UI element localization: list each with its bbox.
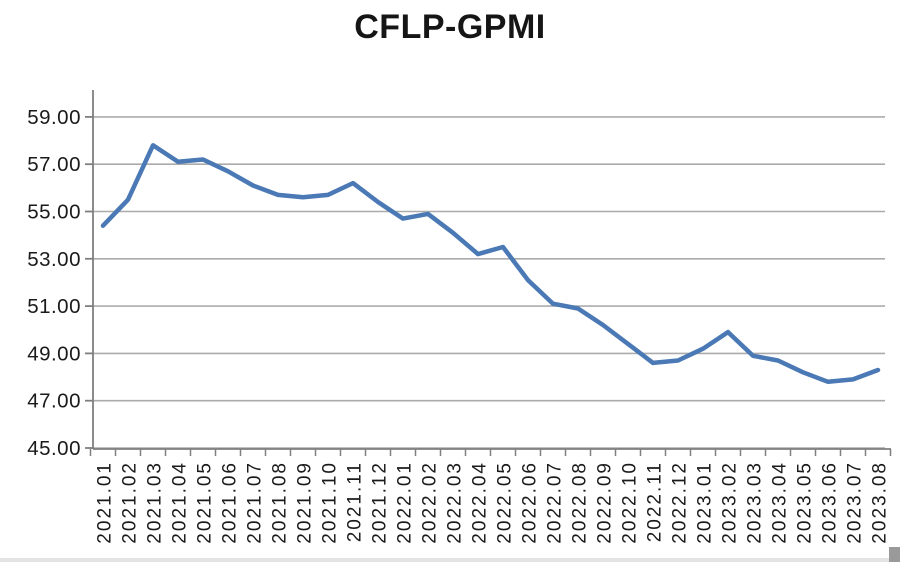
y-axis-tick-label: 55.00: [27, 201, 81, 224]
x-axis-tick-label: 2022.10: [620, 461, 641, 544]
x-axis-tick-label: 2021.04: [170, 461, 191, 544]
x-axis-tick-label: 2022.03: [445, 461, 466, 544]
x-axis-tick-label: 2021.08: [270, 461, 291, 544]
x-axis-tick-label: 2021.05: [195, 461, 216, 544]
x-axis-tick-label: 2022.12: [670, 461, 691, 544]
y-axis-tick-label: 57.00: [27, 153, 81, 176]
y-axis-tick-label: 51.00: [27, 295, 81, 318]
x-axis-tick-label: 2023.01: [695, 461, 716, 544]
x-axis-tick-label: 2023.02: [720, 461, 741, 544]
x-axis-tick-label: 2023.05: [795, 461, 816, 544]
y-axis-tick-label: 45.00: [27, 437, 81, 460]
x-axis-tick-label: 2021.09: [295, 461, 316, 544]
y-axis-tick-label: 47.00: [27, 390, 81, 413]
x-axis-tick-label: 2021.07: [245, 461, 266, 544]
x-axis-tick-label: 2021.01: [95, 461, 116, 544]
x-axis-tick-label: 2022.09: [595, 461, 616, 544]
x-axis-tick-label: 2022.11: [645, 461, 666, 542]
x-axis-tick-label: 2022.05: [495, 461, 516, 544]
x-axis-tick-label: 2021.03: [145, 461, 166, 544]
x-axis-tick-label: 2021.11: [345, 461, 366, 542]
x-axis-tick-label: 2022.08: [570, 461, 591, 544]
x-axis-tick-label: 2023.03: [745, 461, 766, 544]
x-axis-tick-label: 2022.06: [520, 461, 541, 544]
series-line: [100, 143, 881, 385]
x-axis-tick-label: 2022.04: [470, 461, 491, 544]
x-axis-tick-label: 2023.04: [770, 461, 791, 544]
y-axis-tick-label: 53.00: [27, 248, 81, 271]
chart-title: CFLP-GPMI: [354, 8, 546, 46]
x-axis-tick-label: 2022.02: [420, 461, 441, 544]
bottom-edge-strip: [0, 558, 900, 562]
x-axis-tick-label: 2022.01: [395, 461, 416, 544]
x-axis-tick-label: 2021.02: [120, 461, 141, 544]
x-axis-tick-label: 2021.06: [220, 461, 241, 544]
x-axis-tick-label: 2021.10: [320, 461, 341, 544]
x-axis-tick-label: 2023.07: [845, 461, 866, 544]
corner-mark: [889, 547, 900, 562]
x-axis-tick-label: 2021.12: [370, 461, 391, 544]
x-axis-tick-label: 2023.08: [870, 461, 891, 544]
y-axis-tick-label: 49.00: [27, 342, 81, 365]
y-axis-tick-label: 59.00: [27, 106, 81, 129]
x-axis-tick-label: 2022.07: [545, 461, 566, 544]
x-axis-tick-label: 2023.06: [820, 461, 841, 544]
